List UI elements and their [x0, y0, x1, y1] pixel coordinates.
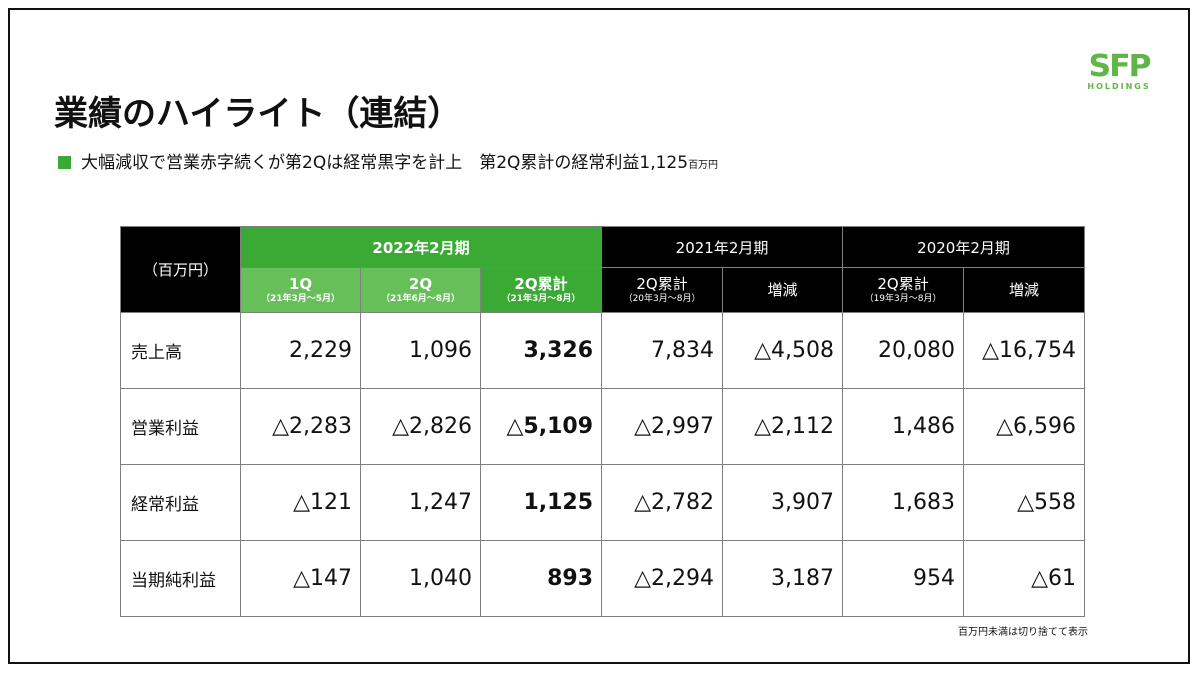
table-cell: 1,125 [479, 464, 603, 541]
col-header-1q: 1Q （21年3月～5月） [240, 267, 361, 313]
table-cell: 1,040 [360, 540, 481, 617]
table-row: 営業利益 △2,283 △2,826 △5,109 △2,997 △2,112 … [120, 388, 1086, 465]
table-cell: △61 [963, 540, 1086, 617]
col-header-2020-change: 増減 [963, 267, 1086, 313]
table-cell: 3,187 [722, 540, 844, 617]
footnote: 百万円未満は切り捨てて表示 [958, 627, 1088, 638]
table-cell: 1,683 [842, 464, 965, 541]
table-cell: △2,283 [240, 388, 361, 465]
table-row: 売上高 2,229 1,096 3,326 7,834 △4,508 20,08… [120, 312, 1086, 389]
table-cell: 3,326 [479, 312, 603, 389]
group-header-fy2022: 2022年2月期 [239, 226, 603, 268]
page-title: 業績のハイライト（連結） [54, 94, 462, 134]
table-row: 経常利益 △121 1,247 1,125 △2,782 3,907 1,683… [120, 464, 1086, 541]
table-cell: △121 [240, 464, 361, 541]
group-header-fy2021: 2021年2月期 [601, 226, 844, 268]
table-cell: △147 [240, 540, 361, 617]
table-cell: △16,754 [963, 312, 1086, 389]
logo-mark: SFP [1088, 49, 1152, 84]
table-cell: △6,596 [963, 388, 1086, 465]
unit-header: （百万円） [120, 226, 241, 313]
table-row: 当期純利益 △147 1,040 893 △2,294 3,187 954 △6… [120, 540, 1086, 617]
table-cell: 20,080 [842, 312, 965, 389]
row-label-ordinary-profit: 経常利益 [120, 464, 241, 541]
green-square-bullet-icon [58, 156, 71, 169]
table-cell: 1,096 [360, 312, 481, 389]
performance-table: （百万円） 2022年2月期 2021年2月期 2020年2月期 1Q （21年3… [120, 226, 1086, 617]
table-cell: △2,112 [722, 388, 844, 465]
table-cell: △2,997 [601, 388, 724, 465]
table-cell: 893 [479, 540, 603, 617]
table-cell: △2,826 [360, 388, 481, 465]
col-header-2q-cumulative: 2Q累計 （21年3月～8月） [479, 267, 603, 313]
table-cell: 2,229 [240, 312, 361, 389]
table-cell: 1,247 [360, 464, 481, 541]
group-header-fy2020: 2020年2月期 [842, 226, 1086, 268]
sfp-holdings-logo: SFP HOLDINGS [1078, 52, 1160, 96]
logo-subtext: HOLDINGS [1087, 82, 1151, 91]
subtitle-text: 大幅減収で営業赤字続くが第2Qは経常黒字を計上 第2Q累計の経常利益1,125 [81, 153, 689, 173]
col-header-2021-2q-cumulative: 2Q累計 （20年3月～8月） [601, 267, 724, 313]
col-header-2020-2q-cumulative: 2Q累計 （19年3月～8月） [842, 267, 965, 313]
table-cell: 3,907 [722, 464, 844, 541]
subtitle: 大幅減収で営業赤字続くが第2Qは経常黒字を計上 第2Q累計の経常利益1,125百… [58, 151, 718, 178]
table-cell: △4,508 [722, 312, 844, 389]
table-cell: △558 [963, 464, 1086, 541]
table-cell: 7,834 [601, 312, 724, 389]
row-label-operating-profit: 営業利益 [120, 388, 241, 465]
col-header-2q: 2Q （21年6月～8月） [360, 267, 481, 313]
table-cell: △2,782 [601, 464, 724, 541]
table-cell: 954 [842, 540, 965, 617]
col-header-2021-change: 増減 [722, 267, 844, 313]
row-label-sales: 売上高 [120, 312, 241, 389]
row-label-net-income: 当期純利益 [120, 540, 241, 617]
table-cell: △5,109 [479, 388, 603, 465]
subtitle-unit: 百万円 [688, 160, 719, 171]
table-cell: 1,486 [842, 388, 965, 465]
table-cell: △2,294 [601, 540, 724, 617]
